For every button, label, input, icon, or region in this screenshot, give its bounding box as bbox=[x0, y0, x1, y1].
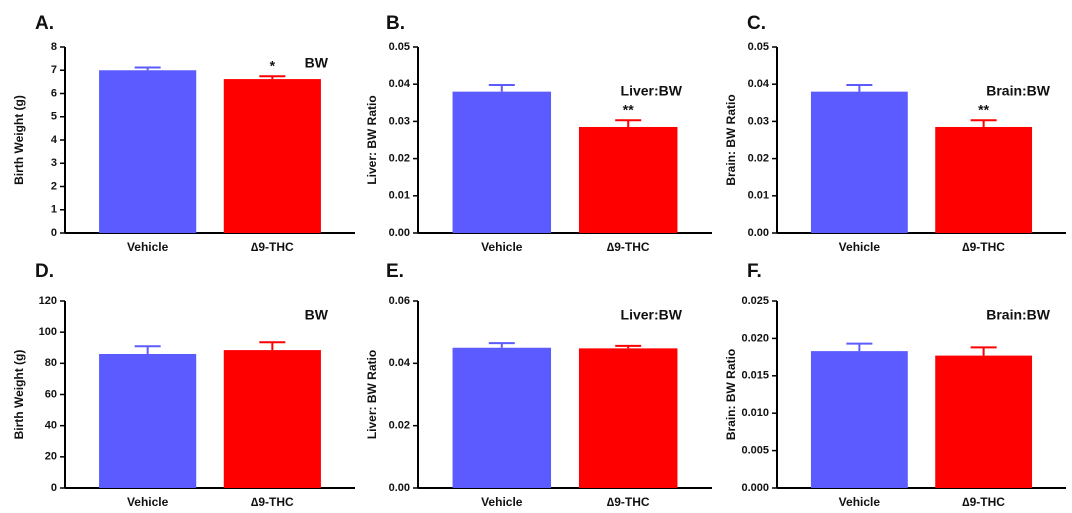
significance-marker: ** bbox=[623, 101, 634, 117]
panel-letter: E. bbox=[386, 261, 404, 282]
bar-vehicle bbox=[99, 353, 197, 488]
chart-panel: E. Liver:BW 0.00 0.02 0.04 0.06 Liver: BW Rati… bbox=[365, 261, 712, 509]
y-axis-title: Liver: BW Ratio bbox=[365, 95, 379, 184]
chart-title: Liver:BW bbox=[621, 307, 683, 323]
significance-marker: * bbox=[270, 57, 276, 73]
y-tick-label: 80 bbox=[45, 357, 57, 369]
y-axis-title: Birth Weight (g) bbox=[12, 350, 26, 440]
y-tick-label: 1 bbox=[51, 204, 57, 216]
y-tick-label: 20 bbox=[45, 451, 57, 463]
significance-marker: ** bbox=[978, 101, 989, 117]
y-tick-label: 0.02 bbox=[748, 153, 769, 165]
y-tick-label: 40 bbox=[45, 420, 57, 432]
y-tick-label: 60 bbox=[45, 388, 57, 400]
y-tick-label: 0.020 bbox=[741, 332, 769, 344]
x-category-label: ∆9-THC bbox=[962, 495, 1005, 509]
x-category-label: ∆9-THC bbox=[251, 240, 294, 254]
bar-thc bbox=[223, 350, 321, 488]
panel-letter: F. bbox=[747, 261, 762, 282]
chart-panel: A. BW 0 1 2 3 4 5 6 7 8 Birth Weight (g) Vehicle * ∆9-… bbox=[12, 13, 355, 254]
x-category-label: Vehicle bbox=[127, 240, 169, 254]
y-tick-label: 8 bbox=[51, 41, 57, 53]
panel-letter: B. bbox=[386, 13, 405, 34]
y-tick-label: 0.04 bbox=[389, 357, 411, 369]
y-tick-label: 0.03 bbox=[748, 115, 769, 127]
y-tick-label: 0.000 bbox=[741, 482, 769, 494]
y-tick-label: 0.02 bbox=[389, 153, 410, 165]
y-tick-label: 7 bbox=[51, 64, 57, 76]
x-category-label: Vehicle bbox=[127, 495, 169, 509]
panel-letter: D. bbox=[35, 261, 54, 282]
y-tick-label: 0.00 bbox=[389, 227, 410, 239]
y-tick-label: 0.01 bbox=[748, 190, 769, 202]
y-tick-label: 0.03 bbox=[389, 115, 410, 127]
x-category-label: Vehicle bbox=[839, 240, 881, 254]
y-tick-label: 0.005 bbox=[741, 445, 769, 457]
chart-title: Brain:BW bbox=[986, 307, 1051, 323]
y-tick-label: 0 bbox=[51, 482, 57, 494]
y-axis-title: Brain: BW Ratio bbox=[724, 94, 738, 185]
bar-thc bbox=[578, 348, 678, 488]
x-category-label: ∆9-THC bbox=[962, 240, 1005, 254]
panel-letter: C. bbox=[747, 13, 766, 34]
x-category-label: ∆9-THC bbox=[607, 495, 650, 509]
y-tick-label: 0.00 bbox=[389, 482, 410, 494]
y-tick-label: 0.01 bbox=[389, 190, 410, 202]
y-tick-label: 0.06 bbox=[389, 295, 410, 307]
bar-vehicle bbox=[810, 351, 908, 488]
bar-thc bbox=[935, 355, 1033, 488]
y-tick-label: 0 bbox=[51, 227, 57, 239]
x-category-label: Vehicle bbox=[839, 495, 881, 509]
y-tick-label: 0.010 bbox=[741, 407, 769, 419]
panel-letter: A. bbox=[35, 13, 54, 34]
chart-panel: D. BW 0 20 40 60 80 100 120 Birth Weight (g) Vehic… bbox=[12, 261, 355, 509]
y-tick-label: 0.04 bbox=[389, 78, 411, 90]
bar-thc bbox=[578, 126, 678, 233]
x-category-label: ∆9-THC bbox=[251, 495, 294, 509]
y-axis-title: Brain: BW Ratio bbox=[724, 349, 738, 440]
y-tick-label: 2 bbox=[51, 180, 57, 192]
y-tick-label: 0.00 bbox=[748, 227, 769, 239]
y-axis-title: Liver: BW Ratio bbox=[365, 350, 379, 439]
bar-vehicle bbox=[452, 91, 552, 233]
y-tick-label: 0.05 bbox=[748, 41, 769, 53]
y-tick-label: 3 bbox=[51, 157, 57, 169]
y-tick-label: 5 bbox=[51, 111, 57, 123]
x-category-label: Vehicle bbox=[481, 495, 523, 509]
chart-panel: C. Brain:BW 0.00 0.01 0.02 0.03 0.04 0.05 Brain:… bbox=[724, 13, 1066, 254]
y-tick-label: 6 bbox=[51, 87, 57, 99]
bar-thc bbox=[935, 126, 1033, 233]
chart-title: BW bbox=[305, 307, 329, 323]
chart-panel: B. Liver:BW 0.00 0.01 0.02 0.03 0.04 0.05 Liver:… bbox=[365, 13, 712, 254]
chart-title: BW bbox=[305, 55, 329, 71]
y-tick-label: 0.05 bbox=[389, 41, 410, 53]
x-category-label: ∆9-THC bbox=[607, 240, 650, 254]
y-tick-label: 100 bbox=[39, 326, 57, 338]
bar-thc bbox=[223, 79, 321, 234]
chart-title: Liver:BW bbox=[621, 83, 683, 99]
x-category-label: Vehicle bbox=[481, 240, 523, 254]
bar-vehicle bbox=[452, 347, 552, 488]
y-axis-title: Birth Weight (g) bbox=[12, 95, 26, 185]
chart-panel: F. Brain:BW 0.000 0.005 0.010 0.015 0.020 0.025… bbox=[724, 261, 1066, 509]
y-tick-label: 0.02 bbox=[389, 420, 410, 432]
y-tick-label: 120 bbox=[39, 295, 57, 307]
y-tick-label: 0.04 bbox=[748, 78, 770, 90]
y-tick-label: 0.025 bbox=[741, 295, 769, 307]
chart-title: Brain:BW bbox=[986, 83, 1051, 99]
bar-vehicle bbox=[810, 91, 908, 233]
y-tick-label: 4 bbox=[51, 134, 58, 146]
bar-vehicle bbox=[99, 70, 197, 233]
y-tick-label: 0.015 bbox=[741, 370, 769, 382]
